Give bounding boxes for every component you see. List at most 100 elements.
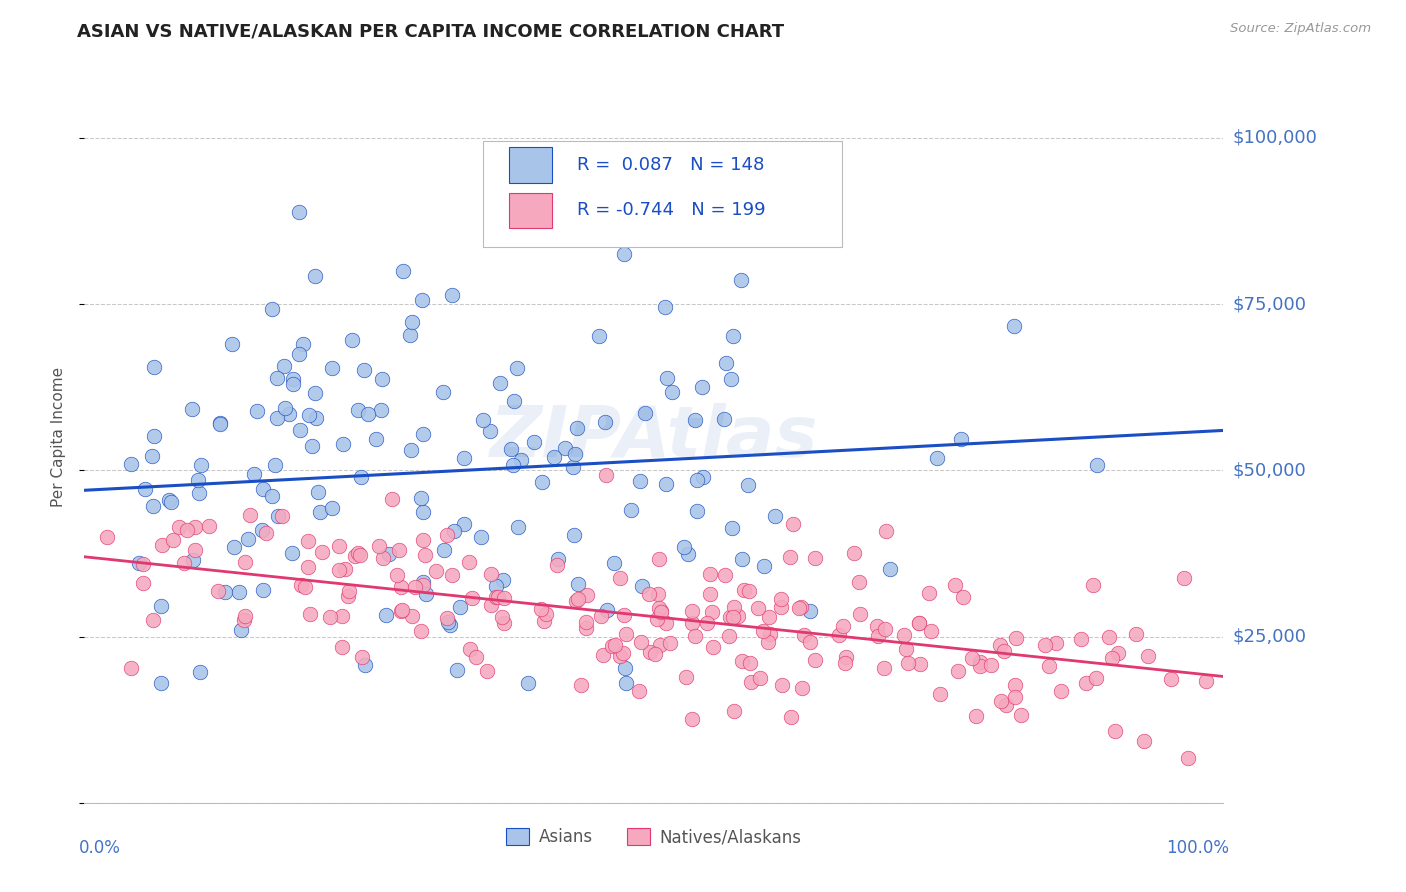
Point bbox=[506, 361, 529, 376]
Point bbox=[477, 664, 499, 678]
Point bbox=[628, 474, 651, 488]
Point bbox=[173, 556, 195, 570]
Point bbox=[252, 482, 274, 496]
Point bbox=[266, 411, 288, 425]
Point bbox=[436, 615, 458, 629]
Point bbox=[479, 598, 502, 612]
Point bbox=[502, 458, 524, 473]
Point bbox=[374, 608, 396, 623]
Point bbox=[292, 337, 315, 351]
Point bbox=[740, 675, 762, 690]
Point bbox=[747, 601, 769, 615]
Point bbox=[398, 328, 420, 343]
Point bbox=[804, 653, 827, 667]
Point bbox=[589, 608, 612, 623]
Point bbox=[491, 610, 513, 624]
Point bbox=[288, 347, 311, 361]
Point bbox=[769, 592, 792, 607]
Point bbox=[1098, 630, 1121, 644]
Point bbox=[281, 377, 304, 392]
Point bbox=[412, 505, 434, 519]
Point bbox=[150, 539, 173, 553]
Point bbox=[730, 273, 752, 287]
Point bbox=[790, 599, 813, 614]
Point bbox=[485, 590, 508, 604]
Point bbox=[120, 661, 142, 675]
Point bbox=[142, 359, 165, 374]
Point bbox=[354, 658, 377, 673]
Point bbox=[350, 649, 373, 664]
Point bbox=[576, 588, 599, 602]
Point bbox=[389, 604, 412, 618]
Point bbox=[470, 530, 492, 544]
Point bbox=[993, 643, 1015, 657]
Point bbox=[592, 648, 614, 662]
Point bbox=[613, 607, 636, 622]
Point bbox=[699, 587, 721, 601]
Point bbox=[208, 416, 231, 430]
Point bbox=[600, 639, 623, 653]
Point bbox=[264, 458, 287, 472]
Point bbox=[685, 473, 707, 487]
Point bbox=[453, 451, 475, 466]
Point bbox=[749, 671, 772, 685]
Point bbox=[311, 545, 333, 559]
Point bbox=[702, 640, 724, 655]
Point bbox=[260, 301, 283, 316]
Point bbox=[770, 600, 793, 615]
Point bbox=[411, 293, 433, 308]
Point bbox=[184, 520, 207, 534]
Point bbox=[700, 605, 723, 619]
Point bbox=[343, 549, 366, 564]
Point bbox=[546, 558, 568, 572]
Point bbox=[718, 629, 741, 643]
Point bbox=[897, 657, 920, 671]
Point bbox=[676, 547, 699, 561]
Point bbox=[751, 624, 773, 639]
Point bbox=[1177, 751, 1199, 765]
Point bbox=[267, 508, 290, 523]
Point bbox=[488, 376, 510, 390]
Point bbox=[305, 410, 328, 425]
Point bbox=[1137, 648, 1160, 663]
Point bbox=[503, 394, 526, 409]
Point bbox=[614, 661, 637, 675]
Point bbox=[990, 693, 1012, 707]
FancyBboxPatch shape bbox=[509, 193, 553, 227]
Point bbox=[486, 591, 509, 605]
Point bbox=[332, 436, 354, 450]
Point bbox=[381, 492, 404, 507]
Point bbox=[759, 626, 782, 640]
Point bbox=[562, 460, 585, 475]
Point bbox=[271, 509, 294, 524]
Point bbox=[720, 372, 742, 386]
Point bbox=[699, 566, 721, 581]
Point bbox=[207, 584, 229, 599]
Point bbox=[690, 380, 713, 394]
Point bbox=[371, 372, 394, 386]
Point bbox=[780, 710, 803, 724]
Text: R = -0.744   N = 199: R = -0.744 N = 199 bbox=[578, 202, 766, 219]
Point bbox=[290, 578, 312, 592]
Point bbox=[436, 611, 458, 625]
Point bbox=[368, 539, 391, 553]
Point bbox=[929, 687, 952, 701]
Point bbox=[96, 530, 118, 544]
Point bbox=[564, 528, 586, 542]
Point bbox=[733, 583, 755, 598]
Point bbox=[567, 591, 589, 606]
Text: ZIPAtlas: ZIPAtlas bbox=[489, 402, 818, 472]
Point bbox=[461, 591, 484, 605]
Point bbox=[720, 521, 742, 535]
Text: $25,000: $25,000 bbox=[1233, 628, 1308, 646]
Point bbox=[494, 616, 516, 631]
Point bbox=[533, 614, 555, 628]
Point bbox=[516, 676, 538, 690]
Point bbox=[401, 315, 423, 329]
Point bbox=[896, 642, 918, 657]
Point bbox=[681, 712, 703, 726]
Point bbox=[235, 608, 257, 623]
Point bbox=[1085, 671, 1108, 685]
Point bbox=[297, 559, 319, 574]
Point bbox=[1002, 319, 1025, 334]
